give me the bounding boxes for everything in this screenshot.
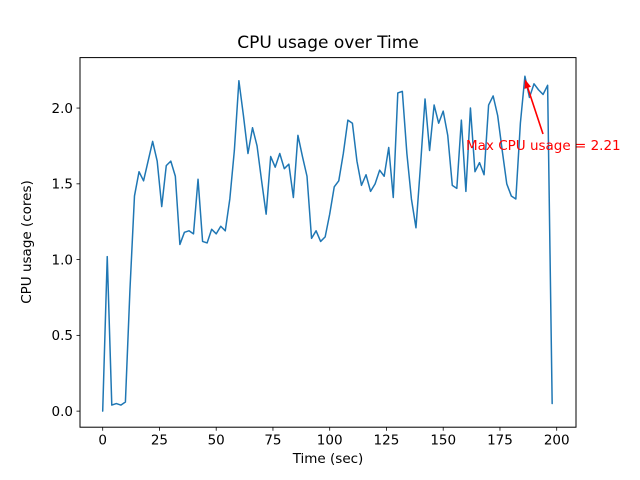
x-tick-label: 125 bbox=[374, 433, 400, 449]
y-axis-label: CPU usage (cores) bbox=[19, 180, 35, 304]
x-tick-label: 75 bbox=[264, 433, 281, 449]
max-annotation-text: Max CPU usage = 2.21 bbox=[466, 138, 621, 154]
annotation-arrow-head bbox=[524, 79, 531, 89]
cpu-usage-series-line bbox=[101, 75, 553, 412]
x-tick-label: 150 bbox=[430, 433, 456, 449]
x-tick-label: 25 bbox=[151, 433, 168, 449]
y-tick-label: 1.5 bbox=[52, 177, 73, 193]
annotation-arrow-shaft bbox=[526, 85, 544, 135]
x-tick-label: 100 bbox=[317, 433, 343, 449]
y-tick-label: 0.0 bbox=[52, 404, 73, 420]
y-tick-label: 0.5 bbox=[52, 328, 73, 344]
x-tick-label: 0 bbox=[98, 433, 107, 449]
x-axis-label: Time (sec) bbox=[292, 451, 364, 467]
x-tick-label: 50 bbox=[208, 433, 225, 449]
y-tick-label: 1.0 bbox=[52, 252, 73, 268]
x-tick-label: 175 bbox=[487, 433, 513, 449]
chart-title: CPU usage over Time bbox=[237, 33, 419, 53]
axes-spines bbox=[79, 57, 577, 428]
x-tick-label: 200 bbox=[544, 433, 570, 449]
y-tick-label: 2.0 bbox=[52, 101, 73, 117]
